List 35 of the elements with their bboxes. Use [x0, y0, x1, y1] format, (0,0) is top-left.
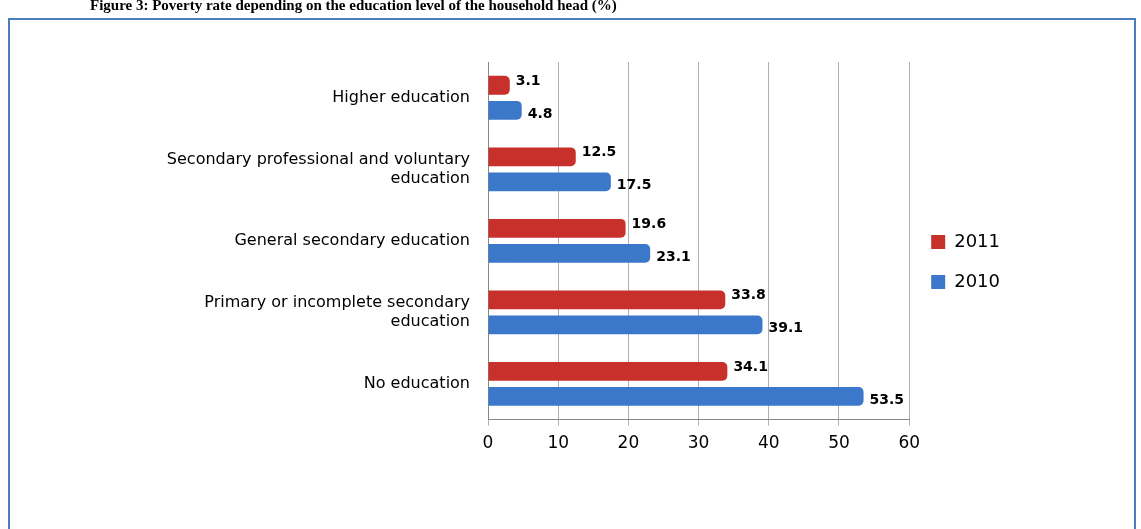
x-tick-label: 30 — [687, 432, 710, 453]
data-label: 34.1 — [733, 357, 768, 374]
data-label: 39.1 — [768, 319, 804, 336]
x-tick-label: 60 — [898, 432, 921, 453]
x-tick-label: 10 — [547, 432, 570, 453]
bar — [488, 75, 510, 95]
data-label: 4.8 — [527, 104, 553, 121]
bar — [488, 218, 626, 238]
bar — [488, 147, 576, 167]
bar — [488, 243, 651, 263]
y-tick-label: Primary or incomplete secondary education — [204, 291, 470, 331]
data-label: 33.8 — [731, 286, 766, 303]
x-tick-label: 40 — [757, 432, 780, 453]
bar — [488, 100, 522, 120]
data-label: 53.5 — [869, 391, 905, 407]
y-tick-label: General secondary education — [234, 229, 470, 249]
legend-label: 2010 — [954, 269, 1000, 291]
y-tick-label: Higher education — [332, 86, 470, 106]
data-label: 12.5 — [581, 143, 617, 160]
data-label: 23.1 — [656, 247, 691, 264]
data-label: 17.5 — [616, 176, 652, 193]
x-tick-label: 0 — [482, 432, 494, 453]
bar — [488, 172, 611, 192]
y-tick-label: No education — [363, 373, 470, 392]
x-tick-label: 50 — [828, 432, 850, 453]
y-tick-label: Secondary professional and voluntary education — [166, 148, 470, 188]
x-tick-label: 20 — [617, 432, 640, 453]
bar — [488, 315, 763, 335]
bar — [488, 361, 728, 381]
data-label: 3.1 — [515, 71, 541, 88]
bar — [488, 386, 864, 406]
legend-label: 2011 — [954, 229, 1000, 251]
data-label: 19.6 — [631, 214, 667, 231]
bar — [488, 290, 726, 310]
text: Figure 3: Poverty rate depending on the education level of the household head (%) — [90, 0, 617, 14]
